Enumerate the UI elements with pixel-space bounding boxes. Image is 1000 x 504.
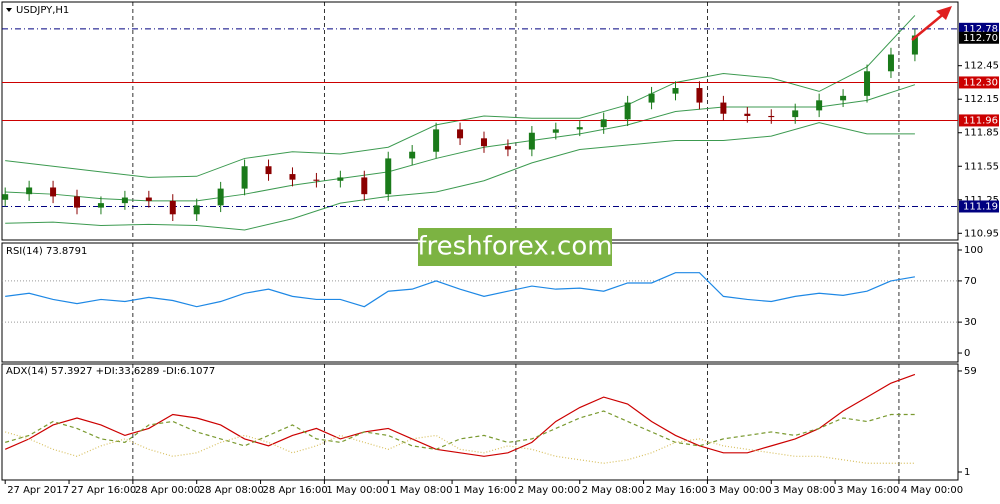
candle-body bbox=[504, 146, 511, 150]
candle-body bbox=[696, 88, 703, 103]
level-label: 112.70 bbox=[963, 33, 998, 44]
candle-body bbox=[528, 132, 535, 150]
candle-body bbox=[840, 95, 847, 101]
candle-body bbox=[145, 197, 152, 201]
level-tag bbox=[959, 200, 999, 213]
level-label: 111.96 bbox=[963, 115, 998, 126]
candle-body bbox=[313, 179, 320, 181]
x-tick-label: 28 Apr 08:00 bbox=[199, 485, 264, 496]
y-tick-label: 0 bbox=[964, 348, 970, 359]
candle-body bbox=[74, 196, 81, 208]
candle-body bbox=[337, 177, 344, 181]
level-label: 112.78 bbox=[963, 24, 998, 35]
x-tick-label: 28 Apr 00:00 bbox=[135, 485, 200, 496]
candle-body bbox=[457, 129, 464, 139]
candle-body bbox=[864, 71, 871, 96]
candle-body bbox=[576, 127, 583, 130]
candle-body bbox=[768, 115, 775, 118]
candle-body bbox=[241, 166, 248, 189]
candle-body bbox=[2, 194, 9, 200]
candle-body bbox=[887, 54, 894, 72]
x-tick-label: 3 May 00:00 bbox=[709, 485, 771, 496]
y-tick-label: 112.15 bbox=[964, 94, 999, 105]
candle-body bbox=[720, 102, 727, 114]
candle-body bbox=[911, 35, 918, 55]
watermark-box bbox=[418, 228, 612, 266]
candle-body bbox=[193, 205, 200, 215]
level-tag bbox=[959, 76, 999, 89]
watermark: freshforex.com bbox=[417, 232, 612, 262]
candle-body bbox=[217, 188, 224, 206]
candle-body bbox=[169, 200, 176, 215]
x-tick-label: 1 May 08:00 bbox=[390, 485, 452, 496]
symbol-title: USDJPY,H1 bbox=[16, 5, 69, 16]
candle-body bbox=[121, 197, 128, 204]
x-tick-label: 2 May 08:00 bbox=[582, 485, 644, 496]
trend-arrow-head bbox=[936, 6, 952, 20]
candle-body bbox=[289, 174, 296, 180]
y-tick-label: 112.45 bbox=[964, 61, 999, 72]
x-tick-label: 1 May 00:00 bbox=[326, 485, 388, 496]
x-tick-label: 2 May 00:00 bbox=[518, 485, 580, 496]
candle-body bbox=[552, 129, 559, 133]
candle-body bbox=[624, 102, 631, 120]
level-tag bbox=[959, 31, 999, 44]
candle-body bbox=[361, 177, 368, 195]
candle-body bbox=[409, 151, 416, 159]
candle-body bbox=[816, 100, 823, 111]
y-tick-label: 70 bbox=[964, 276, 977, 287]
adx-frame bbox=[1, 363, 959, 481]
y-tick-label: 100 bbox=[964, 245, 983, 256]
band-lower bbox=[5, 122, 915, 231]
indicator-line bbox=[5, 272, 916, 308]
menu-icon[interactable] bbox=[6, 8, 12, 12]
candle-body bbox=[433, 129, 440, 152]
candle-body bbox=[672, 88, 679, 94]
x-tick-label: 27 Apr 16:00 bbox=[71, 485, 136, 496]
candle-body bbox=[265, 166, 272, 175]
rsi-title: RSI(14) 73.8791 bbox=[6, 246, 87, 257]
band-middle bbox=[5, 84, 916, 202]
x-tick-label: 4 May 00:00 bbox=[901, 485, 963, 496]
trend-arrow bbox=[911, 11, 947, 41]
candle-body bbox=[792, 110, 799, 118]
candle-body bbox=[97, 203, 104, 208]
y-tick-label: 111.85 bbox=[964, 128, 999, 139]
x-tick-label: 27 Apr 2017 bbox=[7, 485, 69, 496]
y-tick-label: 110.95 bbox=[964, 228, 999, 239]
candle-body bbox=[480, 138, 487, 147]
y-tick-label: 111.55 bbox=[964, 161, 999, 172]
adx-title: ADX(14) 57.3927 +DI:33.6289 -DI:6.1077 bbox=[6, 366, 215, 377]
candle-body bbox=[648, 93, 655, 103]
indicator-line bbox=[5, 410, 915, 450]
candle-body bbox=[744, 113, 751, 116]
candle-body bbox=[600, 119, 607, 128]
x-tick-label: 3 May 08:00 bbox=[773, 485, 835, 496]
y-tick-label: 1 bbox=[964, 467, 970, 478]
level-label: 112.30 bbox=[963, 77, 998, 88]
indicator-line bbox=[5, 431, 915, 464]
candle-body bbox=[50, 187, 57, 197]
candle-body bbox=[26, 187, 33, 195]
y-tick-label: 30 bbox=[964, 317, 977, 328]
x-tick-label: 3 May 16:00 bbox=[837, 485, 899, 496]
level-label: 111.19 bbox=[963, 201, 998, 212]
candle-body bbox=[385, 158, 392, 195]
y-tick-label: 59 bbox=[964, 366, 977, 377]
y-tick-label: 111.25 bbox=[964, 195, 999, 206]
level-tag bbox=[959, 114, 999, 127]
indicator-line bbox=[4, 373, 916, 457]
x-tick-label: 1 May 16:00 bbox=[454, 485, 516, 496]
x-tick-label: 28 Apr 16:00 bbox=[263, 485, 328, 496]
x-tick-label: 2 May 16:00 bbox=[646, 485, 708, 496]
